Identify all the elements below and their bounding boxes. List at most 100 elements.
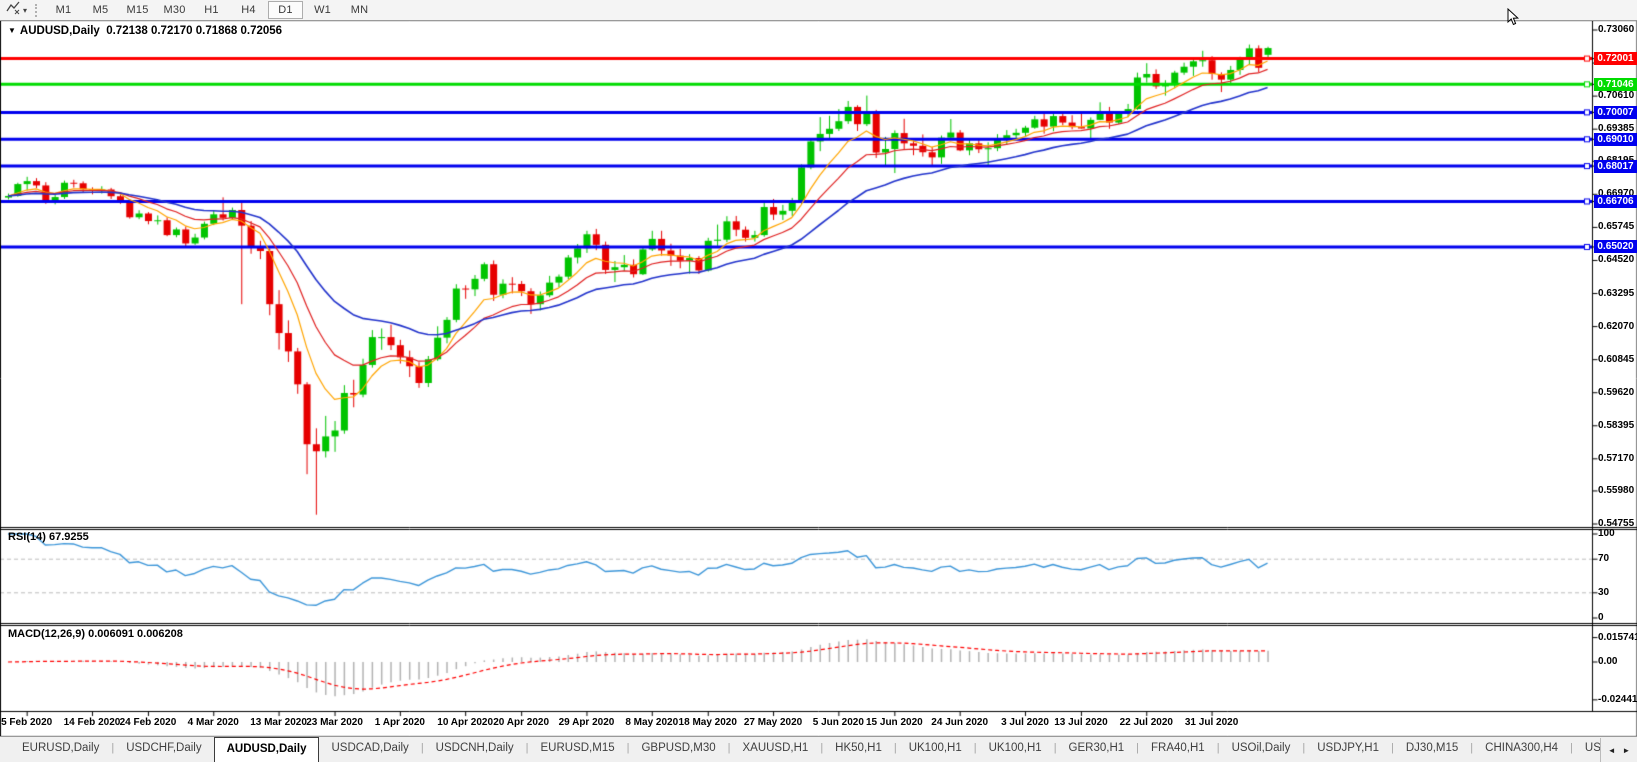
chart-tab-fra40-h1[interactable]: FRA40,H1	[1151, 742, 1205, 754]
tab-scroll-controls: ◄ ►	[1600, 738, 1637, 762]
timeframe-button-w1[interactable]: W1	[314, 4, 331, 16]
chart-tab-ger30-h1[interactable]: GER30,H1	[1068, 742, 1125, 754]
tab-separator: |	[1302, 742, 1306, 754]
chart-tab-uk100-h1[interactable]: UK100,H1	[988, 742, 1042, 754]
tab-separator: |	[1053, 742, 1057, 754]
timeframe-button-m5[interactable]: M5	[92, 4, 109, 16]
date-axis-label: 1 Apr 2020	[374, 717, 425, 728]
tab-separator: |	[727, 742, 731, 754]
chart-tab-hk50-h1[interactable]: HK50,H1	[835, 742, 882, 754]
date-axis-label: 23 Mar 2020	[306, 717, 363, 728]
chart-tabs-strip: EURUSD,Daily | USDCHF,Daily AUDUSD,Daily USD…	[0, 737, 1610, 762]
macd-axis-label: 0.015741	[1598, 631, 1637, 643]
rsi-axis-label: 70	[1598, 553, 1610, 565]
timeframe-button-m30[interactable]: M30	[163, 4, 186, 16]
date-axis-label: 18 May 2020	[678, 717, 737, 728]
tab-separator: |	[973, 742, 977, 754]
price-axis-label: 0.54755	[1598, 518, 1635, 529]
tab-separator: |	[1391, 742, 1394, 754]
timeframe-button-m1[interactable]: M1	[55, 4, 72, 16]
tab-separator: |	[626, 742, 630, 754]
tab-separator: |	[1470, 742, 1474, 754]
chart-tab-usdchf-daily[interactable]: USDCHF,Daily	[126, 742, 202, 754]
chart-tab-eurusd-daily[interactable]: EURUSD,Daily	[22, 742, 100, 754]
chart-tab-audusd-daily[interactable]: AUDUSD,Daily	[213, 737, 320, 762]
tab-separator: |	[1136, 742, 1140, 754]
price-axis-label: 0.69385	[1598, 123, 1635, 135]
price-axis-label: 0.66970	[1598, 188, 1635, 200]
support-line-price-badge: 0.69010	[1594, 132, 1637, 146]
chart-tab-usdcad-daily[interactable]: USDCAD,Daily	[331, 742, 409, 754]
timeframe-button-mn[interactable]: MN	[350, 4, 369, 16]
macd-axis-label: 0.00	[1598, 656, 1618, 667]
tab-separator: |	[820, 742, 824, 754]
date-axis-label: 22 Jul 2020	[1119, 717, 1173, 728]
timeframe-button-h1[interactable]: H1	[204, 4, 219, 16]
timeframe-button-m15[interactable]: M15	[126, 4, 149, 16]
price-axis-label: 0.55980	[1598, 484, 1635, 496]
chart-tab-uk100-h1[interactable]: UK100,H1	[908, 742, 962, 754]
chart-tab-usdcnh-daily[interactable]: USDCNH,Daily	[435, 742, 514, 754]
cursor-tool-button[interactable]: ▾	[0, 1, 31, 20]
timeframe-button-group: M1 M5 M15 M30 H1 H4 D1 W1 MN	[45, 1, 378, 19]
chart-tab-eurusd-m15[interactable]: EURUSD,M15	[540, 742, 615, 754]
date-axis-label: 20 Apr 2020	[493, 717, 550, 728]
date-axis-label: 29 Apr 2020	[558, 717, 615, 728]
scroll-right-icon[interactable]: ►	[1622, 745, 1631, 755]
price-axis-label: 0.57170	[1598, 452, 1635, 464]
date-axis-label: 4 Mar 2020	[187, 717, 239, 728]
chart-dropdown-icon[interactable]: ▼	[8, 26, 16, 35]
rsi-indicator-label: RSI(14) 67.9255	[8, 531, 89, 543]
chart-tab-china300-h4[interactable]: CHINA300,H4	[1485, 742, 1559, 754]
chart-tab-dj30-m15[interactable]: DJ30,M15	[1405, 742, 1459, 754]
date-axis-label: 31 Jul 2020	[1184, 717, 1239, 728]
chart-tab-usdjpy-h1[interactable]: USDJPY,H1	[1317, 742, 1380, 754]
support-line-price-badge: 0.71046	[1594, 77, 1637, 91]
date-axis-label: 24 Jun 2020	[931, 717, 989, 728]
tab-separator: |	[1570, 742, 1573, 754]
rsi-axis-label: 100	[1598, 528, 1615, 539]
chart-symbol-title: ▼ AUDUSD,Daily 0.72138 0.72170 0.71868 0.…	[8, 25, 282, 37]
price-axis-label: 0.62070	[1598, 320, 1635, 332]
date-axis-label: 3 Jul 2020	[1001, 717, 1049, 728]
support-line-price-badge: 0.70007	[1594, 105, 1637, 119]
price-axis-label: 0.70610	[1598, 90, 1635, 102]
rsi-axis-label: 30	[1598, 586, 1610, 598]
date-axis-label: 8 May 2020	[625, 717, 679, 728]
scroll-left-icon[interactable]: ◄	[1607, 745, 1616, 755]
chart-tab-usoil-daily[interactable]: USOil,Daily	[1231, 742, 1291, 754]
rsi-axis-label: 0	[1598, 612, 1604, 623]
date-axis-label: 14 Feb 2020	[63, 717, 121, 728]
price-axis-label: 0.60845	[1598, 353, 1635, 365]
chart-tab-bar: EURUSD,Daily | USDCHF,Daily AUDUSD,Daily USD…	[0, 736, 1637, 762]
date-axis-label: 24 Feb 2020	[119, 717, 177, 728]
timeframe-button-d1[interactable]: D1	[268, 1, 304, 19]
date-axis-label: 13 Mar 2020	[250, 717, 307, 728]
chart-tab-xauusd-h1[interactable]: XAUUSD,H1	[742, 742, 809, 754]
support-line-price-badge: 0.66706	[1594, 194, 1637, 208]
tab-separator: |	[111, 742, 115, 754]
macd-indicator-label: MACD(12,26,9) 0.006091 0.006208	[8, 628, 183, 640]
tab-separator: |	[420, 742, 424, 754]
date-axis-label: 5 Jun 2020	[812, 717, 864, 728]
chevron-down-icon: ▾	[23, 5, 28, 15]
price-axis-label: 0.65745	[1598, 221, 1635, 233]
date-axis-label: 13 Jul 2020	[1054, 717, 1108, 728]
date-axis-label: 15 Jun 2020	[865, 717, 923, 728]
toolbar: ▾ M1 M5 M15 M30 H1 H4 D1 W1 MN	[0, 0, 1637, 21]
toolbar-grip-handle[interactable]	[35, 3, 38, 17]
price-axis-label: 0.63295	[1598, 287, 1635, 299]
support-line-price-badge: 0.68017	[1594, 159, 1637, 173]
chart-tab-gbpusd-m30[interactable]: GBPUSD,M30	[641, 742, 716, 754]
line-study-cursor-icon	[6, 1, 21, 20]
tab-separator: |	[525, 742, 529, 754]
price-axis-label: 0.59620	[1598, 386, 1635, 398]
date-axis-label: 27 May 2020	[743, 717, 803, 728]
price-axis-label: 0.64520	[1598, 254, 1635, 266]
timeframe-button-h4[interactable]: H4	[241, 4, 256, 16]
support-line-price-badge: 0.65020	[1594, 240, 1637, 254]
date-axis-label: 10 Apr 2020	[437, 717, 494, 728]
price-axis-label: 0.73060	[1598, 24, 1635, 35]
